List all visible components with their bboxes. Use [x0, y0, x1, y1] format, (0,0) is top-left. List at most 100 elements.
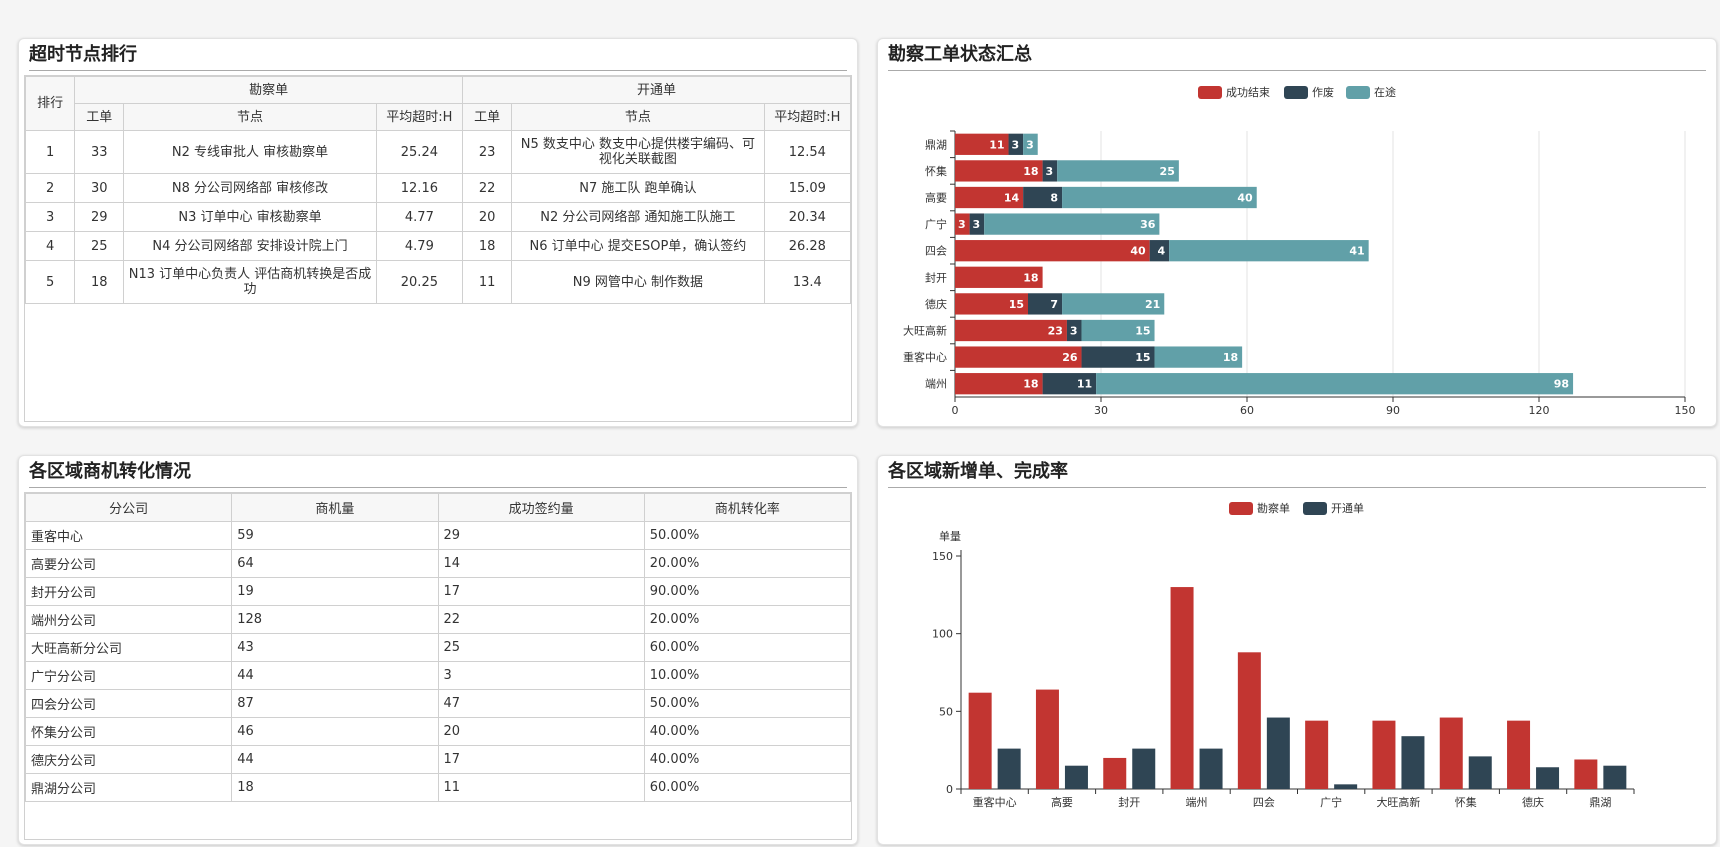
bar — [1603, 765, 1627, 789]
header-survey-node: 节点 — [123, 103, 377, 131]
table-row: 5 18 N13 订单中心负责人 评估商机转换是否成功 20.25 11 N9 … — [24, 260, 852, 304]
bar — [997, 748, 1021, 789]
legend-item[interactable]: 成功结束 — [1198, 86, 1270, 99]
opportunities-cell: 59 — [231, 521, 439, 550]
survey-node-cell: N13 订单中心负责人 评估商机转换是否成功 — [123, 260, 377, 304]
bar-value-label: 18 — [1023, 165, 1038, 178]
bar — [1507, 720, 1531, 789]
bar-segment — [1066, 319, 1082, 342]
y-tick-label: 100 — [932, 628, 953, 641]
open-avg-cell: 26.28 — [763, 231, 852, 261]
rate-cell: 90.00% — [643, 577, 852, 606]
survey-status-panel: 勘察工单状态汇总 成功结束 作废 在途 0 30 60 90 120 150 鼎湖 11 3 3 怀集 18… — [877, 38, 1717, 427]
survey-node-cell: N2 专线审批人 审核勘察单 — [123, 130, 377, 174]
open-avg-cell: 13.4 — [763, 260, 852, 304]
table-row: 广宁分公司 44 3 10.00% — [24, 661, 852, 690]
bar-value-label: 40 — [1237, 192, 1253, 205]
bar — [968, 692, 992, 789]
bar-value-label: 36 — [1140, 218, 1156, 231]
bar-segment — [955, 266, 1043, 288]
open-orders-cell: 22 — [462, 173, 513, 203]
x-tick-label: 端州 — [1186, 796, 1208, 809]
table-row: 1 33 N2 专线审批人 审核勘察单 25.24 23 N5 数支中心 数支中… — [24, 130, 852, 174]
header-open-node: 节点 — [511, 103, 765, 131]
table-row: 重客中心 59 29 50.00% — [24, 521, 852, 550]
bar — [1574, 759, 1598, 789]
header-rate: 商机转化率 — [643, 493, 852, 522]
table-row: 鼎湖分公司 18 11 60.00% — [24, 773, 852, 802]
bar-segment — [1023, 186, 1063, 209]
legend-item[interactable]: 作废 — [1284, 85, 1334, 99]
legend-item[interactable]: 开通单 — [1303, 502, 1364, 515]
bar-value-label: 14 — [1004, 192, 1020, 205]
opportunities-cell: 44 — [231, 745, 439, 774]
branch-cell: 封开分公司 — [24, 577, 233, 606]
survey-node-cell: N3 订单中心 审核勘察单 — [123, 202, 377, 232]
legend-label: 勘察单 — [1257, 501, 1290, 515]
bar-value-label: 41 — [1349, 245, 1364, 258]
conversion-table-container[interactable]: 分公司 商机量 成功签约量 商机转化率 重客中心 59 29 50.00% 高要分公司 6… — [24, 492, 852, 840]
rank-cell: 5 — [24, 260, 76, 304]
branch-cell: 高要分公司 — [24, 549, 233, 578]
table-row: 高要分公司 64 14 20.00% — [24, 549, 852, 578]
bar-value-label: 15 — [1135, 325, 1150, 338]
bar-value-label: 3 — [1026, 138, 1034, 151]
rate-cell: 40.00% — [643, 717, 852, 746]
header-branch: 分公司 — [24, 493, 233, 522]
branch-cell: 大旺高新分公司 — [24, 633, 233, 662]
signed-cell: 29 — [437, 521, 645, 550]
bar-segment — [1057, 160, 1179, 182]
legend-item[interactable]: 勘察单 — [1229, 501, 1290, 515]
overtime-table-container[interactable]: 排行 勘察单 开通单 工单 节点 平均超时:H 工单 节点 平均超时:H 1 3… — [24, 75, 852, 422]
rate-cell: 20.00% — [643, 605, 852, 634]
header-opportunities: 商机量 — [231, 493, 439, 522]
open-orders-cell: 11 — [462, 260, 513, 304]
bar-segment — [1062, 293, 1165, 315]
bar-segment — [955, 293, 1028, 315]
x-tick-label: 广宁 — [1320, 795, 1342, 809]
survey-orders-cell: 29 — [74, 202, 125, 232]
rate-cell: 40.00% — [643, 745, 852, 774]
y-tick-label: 高要 — [925, 191, 947, 205]
bar-segment — [1062, 186, 1257, 209]
opportunities-cell: 46 — [231, 717, 439, 746]
open-orders-cell: 18 — [462, 231, 513, 261]
bar-segment — [955, 186, 1024, 209]
survey-avg-cell: 4.77 — [375, 202, 464, 232]
bar — [1468, 756, 1492, 789]
bar-segment — [1169, 240, 1369, 262]
x-tick-label: 高要 — [1051, 795, 1073, 809]
legend-swatch — [1284, 86, 1308, 99]
survey-status-title: 勘察工单状态汇总 — [888, 42, 1706, 71]
bar — [1170, 587, 1194, 789]
bar-value-label: 3 — [973, 218, 981, 231]
bar — [1305, 720, 1329, 789]
table-row: 3 29 N3 订单中心 审核勘察单 4.77 20 N2 分公司网络部 通知施… — [24, 202, 852, 232]
overtime-ranking-panel: 超时节点排行 排行 勘察单 开通单 工单 节点 平均超时:H 工单 节点 — [18, 38, 858, 427]
header-survey-group: 勘察单 — [74, 76, 464, 104]
opportunities-cell: 128 — [231, 605, 439, 634]
bar-segment — [955, 373, 1043, 395]
bar — [1401, 736, 1425, 789]
bar-segment — [1028, 293, 1063, 315]
signed-cell: 25 — [437, 633, 645, 662]
rate-cell: 60.00% — [643, 633, 852, 662]
survey-node-cell: N8 分公司网络部 审核修改 — [123, 173, 377, 203]
table-row: 封开分公司 19 17 90.00% — [24, 577, 852, 606]
bar-value-label: 8 — [1050, 192, 1058, 205]
table-row: 怀集分公司 46 20 40.00% — [24, 717, 852, 746]
opportunities-cell: 19 — [231, 577, 439, 606]
header-open-orders: 工单 — [462, 103, 513, 131]
bar — [1237, 652, 1261, 789]
x-tick-label: 60 — [1240, 404, 1254, 417]
bar-value-label: 23 — [1048, 325, 1063, 338]
bar — [1103, 757, 1127, 789]
overtime-ranking-title: 超时节点排行 — [29, 42, 847, 71]
bar-value-label: 40 — [1130, 245, 1146, 258]
legend-item[interactable]: 在途 — [1346, 85, 1396, 99]
bar-segment — [1096, 373, 1574, 395]
survey-avg-cell: 12.16 — [375, 173, 464, 203]
signed-cell: 47 — [437, 689, 645, 718]
opportunities-cell: 18 — [231, 773, 439, 802]
